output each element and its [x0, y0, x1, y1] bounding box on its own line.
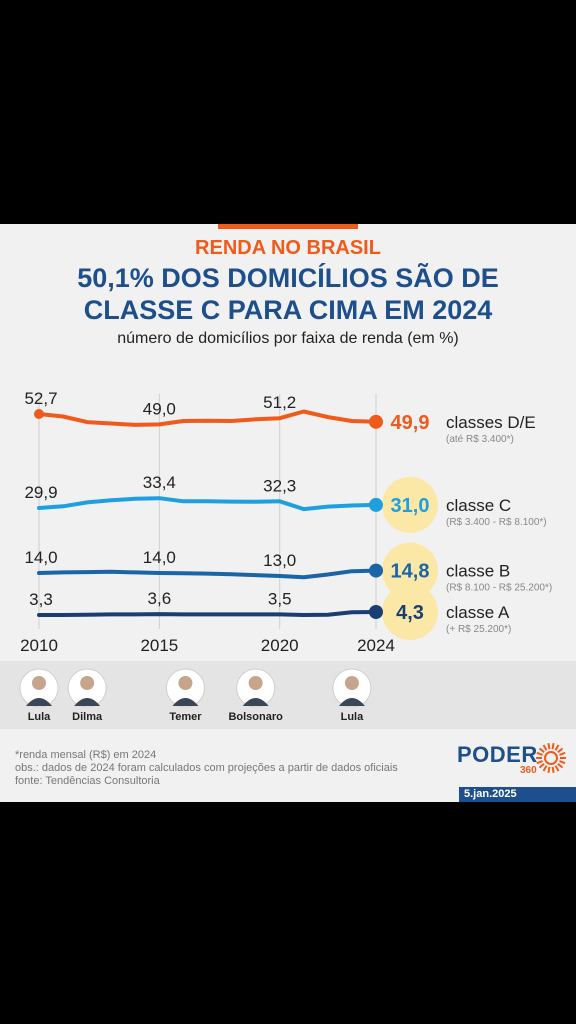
data-label-classeb-2010: 14,0 — [24, 548, 57, 567]
president-lula-4-suit — [338, 698, 365, 706]
x-tick-2020: 2020 — [261, 636, 299, 655]
sun-ray — [559, 760, 566, 765]
data-label-classea-2015: 3,6 — [148, 589, 172, 608]
president-bolsonaro-3-face — [248, 676, 263, 690]
president-lula-0-suit — [26, 698, 52, 706]
series-line-classesde — [37, 409, 378, 427]
series-name-classeb: classe B — [446, 562, 510, 581]
end-point-classea — [369, 605, 383, 619]
x-tick-2024: 2024 — [357, 636, 395, 655]
x-tick-2015: 2015 — [140, 636, 178, 655]
sun-ray — [538, 747, 545, 753]
data-label-classec-2015: 33,4 — [143, 473, 176, 492]
headline-line-1: 50,1% DOS DOMICÍLIOS SÃO DE — [77, 263, 499, 293]
data-label-classea-2010: 3,3 — [29, 590, 53, 609]
subtitle: número de domicílios por faixa de renda … — [117, 330, 459, 347]
sun-ray — [536, 751, 543, 756]
footnote-2: obs.: dados de 2024 foram calculados com… — [15, 762, 398, 774]
footnote-1: *renda mensal (R$) em 2024 — [15, 749, 157, 761]
value-highlight-classea — [382, 584, 438, 640]
sun-ray — [557, 763, 564, 769]
value-highlight-classeb — [382, 542, 438, 599]
president-dilma-1-suit — [74, 698, 101, 706]
accent-bar — [218, 224, 358, 229]
footnotes: *renda mensal (R$) em 2024 obs.: dados d… — [15, 749, 398, 788]
final-value-classeb: 14,8 — [391, 561, 430, 583]
president-lula-4-name: Lula — [341, 711, 364, 723]
president-temer-2-face — [178, 676, 193, 690]
end-point-classec — [369, 497, 383, 512]
president-bolsonaro-3-suit — [242, 698, 269, 706]
publication-date: 5.jan.2025 — [459, 787, 576, 802]
president-bolsonaro-3-name: Bolsonaro — [228, 711, 283, 723]
series-line-classea — [37, 610, 378, 617]
series-range-classea: (+ R$ 25.200*) — [446, 624, 511, 635]
final-value-classesde: 49,9 — [391, 412, 430, 434]
headline-line-2: CLASSE C PARA CIMA EM 2024 — [83, 295, 493, 325]
data-label-classeb-2015: 14,0 — [143, 548, 176, 567]
sun-ray — [547, 766, 551, 773]
line-chart: 52,7 49,0 51,2 49,9 classes D/E (até R$ 3.400… — [0, 389, 576, 729]
sun-ray — [542, 765, 548, 772]
final-value-classea: 4,3 — [396, 602, 424, 624]
start-point-classesde — [34, 409, 44, 419]
value-highlight-classec — [382, 476, 438, 533]
sun-ray — [542, 744, 548, 751]
series-line-classec — [37, 496, 378, 512]
end-point-classeb — [369, 563, 383, 578]
data-label-classesde-2015: 49,0 — [143, 399, 176, 418]
end-point-classesde — [369, 414, 383, 429]
kicker: RENDA NO BRASIL — [195, 237, 381, 259]
sun-ray — [559, 751, 566, 756]
president-lula-0-face — [32, 676, 46, 690]
brand-sub: 360 — [520, 765, 537, 776]
sun-ray — [554, 765, 560, 772]
brand-word: PODER — [457, 742, 538, 767]
series-name-classea: classe A — [446, 603, 510, 622]
final-value-classec: 31,0 — [391, 495, 430, 517]
sun-logo-icon — [536, 743, 566, 773]
data-label-classeb-2020: 13,0 — [263, 551, 296, 570]
sun-ray — [551, 766, 555, 773]
sun-ray — [547, 743, 551, 750]
president-temer-2-suit — [172, 698, 199, 706]
series-range-classesde: (até R$ 3.400*) — [446, 434, 514, 445]
data-label-classec-2010: 29,9 — [24, 483, 57, 502]
headline: 50,1% DOS DOMICÍLIOS SÃO DE CLASSE C PAR… — [0, 262, 576, 326]
president-dilma-1-face — [80, 676, 95, 690]
data-label-classesde-2010: 52,7 — [24, 389, 57, 408]
sun-ray — [538, 763, 545, 769]
data-label-classec-2020: 32,3 — [263, 476, 296, 495]
sun-ray — [551, 743, 555, 750]
series-name-classec: classe C — [446, 496, 511, 515]
footnote-3: fonte: Tendências Consultoria — [15, 775, 160, 787]
series-range-classec: (R$ 3.400 - R$ 8.100*) — [446, 517, 547, 528]
president-lula-0-name: Lula — [28, 711, 51, 723]
infographic-card: RENDA NO BRASIL 50,1% DOS DOMICÍLIOS SÃO… — [0, 224, 576, 802]
president-dilma-1-name: Dilma — [72, 711, 103, 723]
data-label-classea-2020: 3,5 — [268, 589, 292, 608]
series-line-classeb — [37, 568, 378, 580]
sun-ray — [557, 747, 564, 753]
sun-ray — [554, 744, 560, 751]
data-label-classesde-2020: 51,2 — [263, 393, 296, 412]
series-range-classeb: (R$ 8.100 - R$ 25.200*) — [446, 583, 552, 594]
brand-logo: PODER 360 — [457, 742, 567, 782]
president-lula-4-face — [344, 676, 359, 690]
series-name-classesde: classes D/E — [446, 413, 536, 432]
sun-ray — [536, 760, 543, 765]
x-tick-2010: 2010 — [20, 636, 58, 655]
president-temer-2-name: Temer — [169, 711, 202, 723]
